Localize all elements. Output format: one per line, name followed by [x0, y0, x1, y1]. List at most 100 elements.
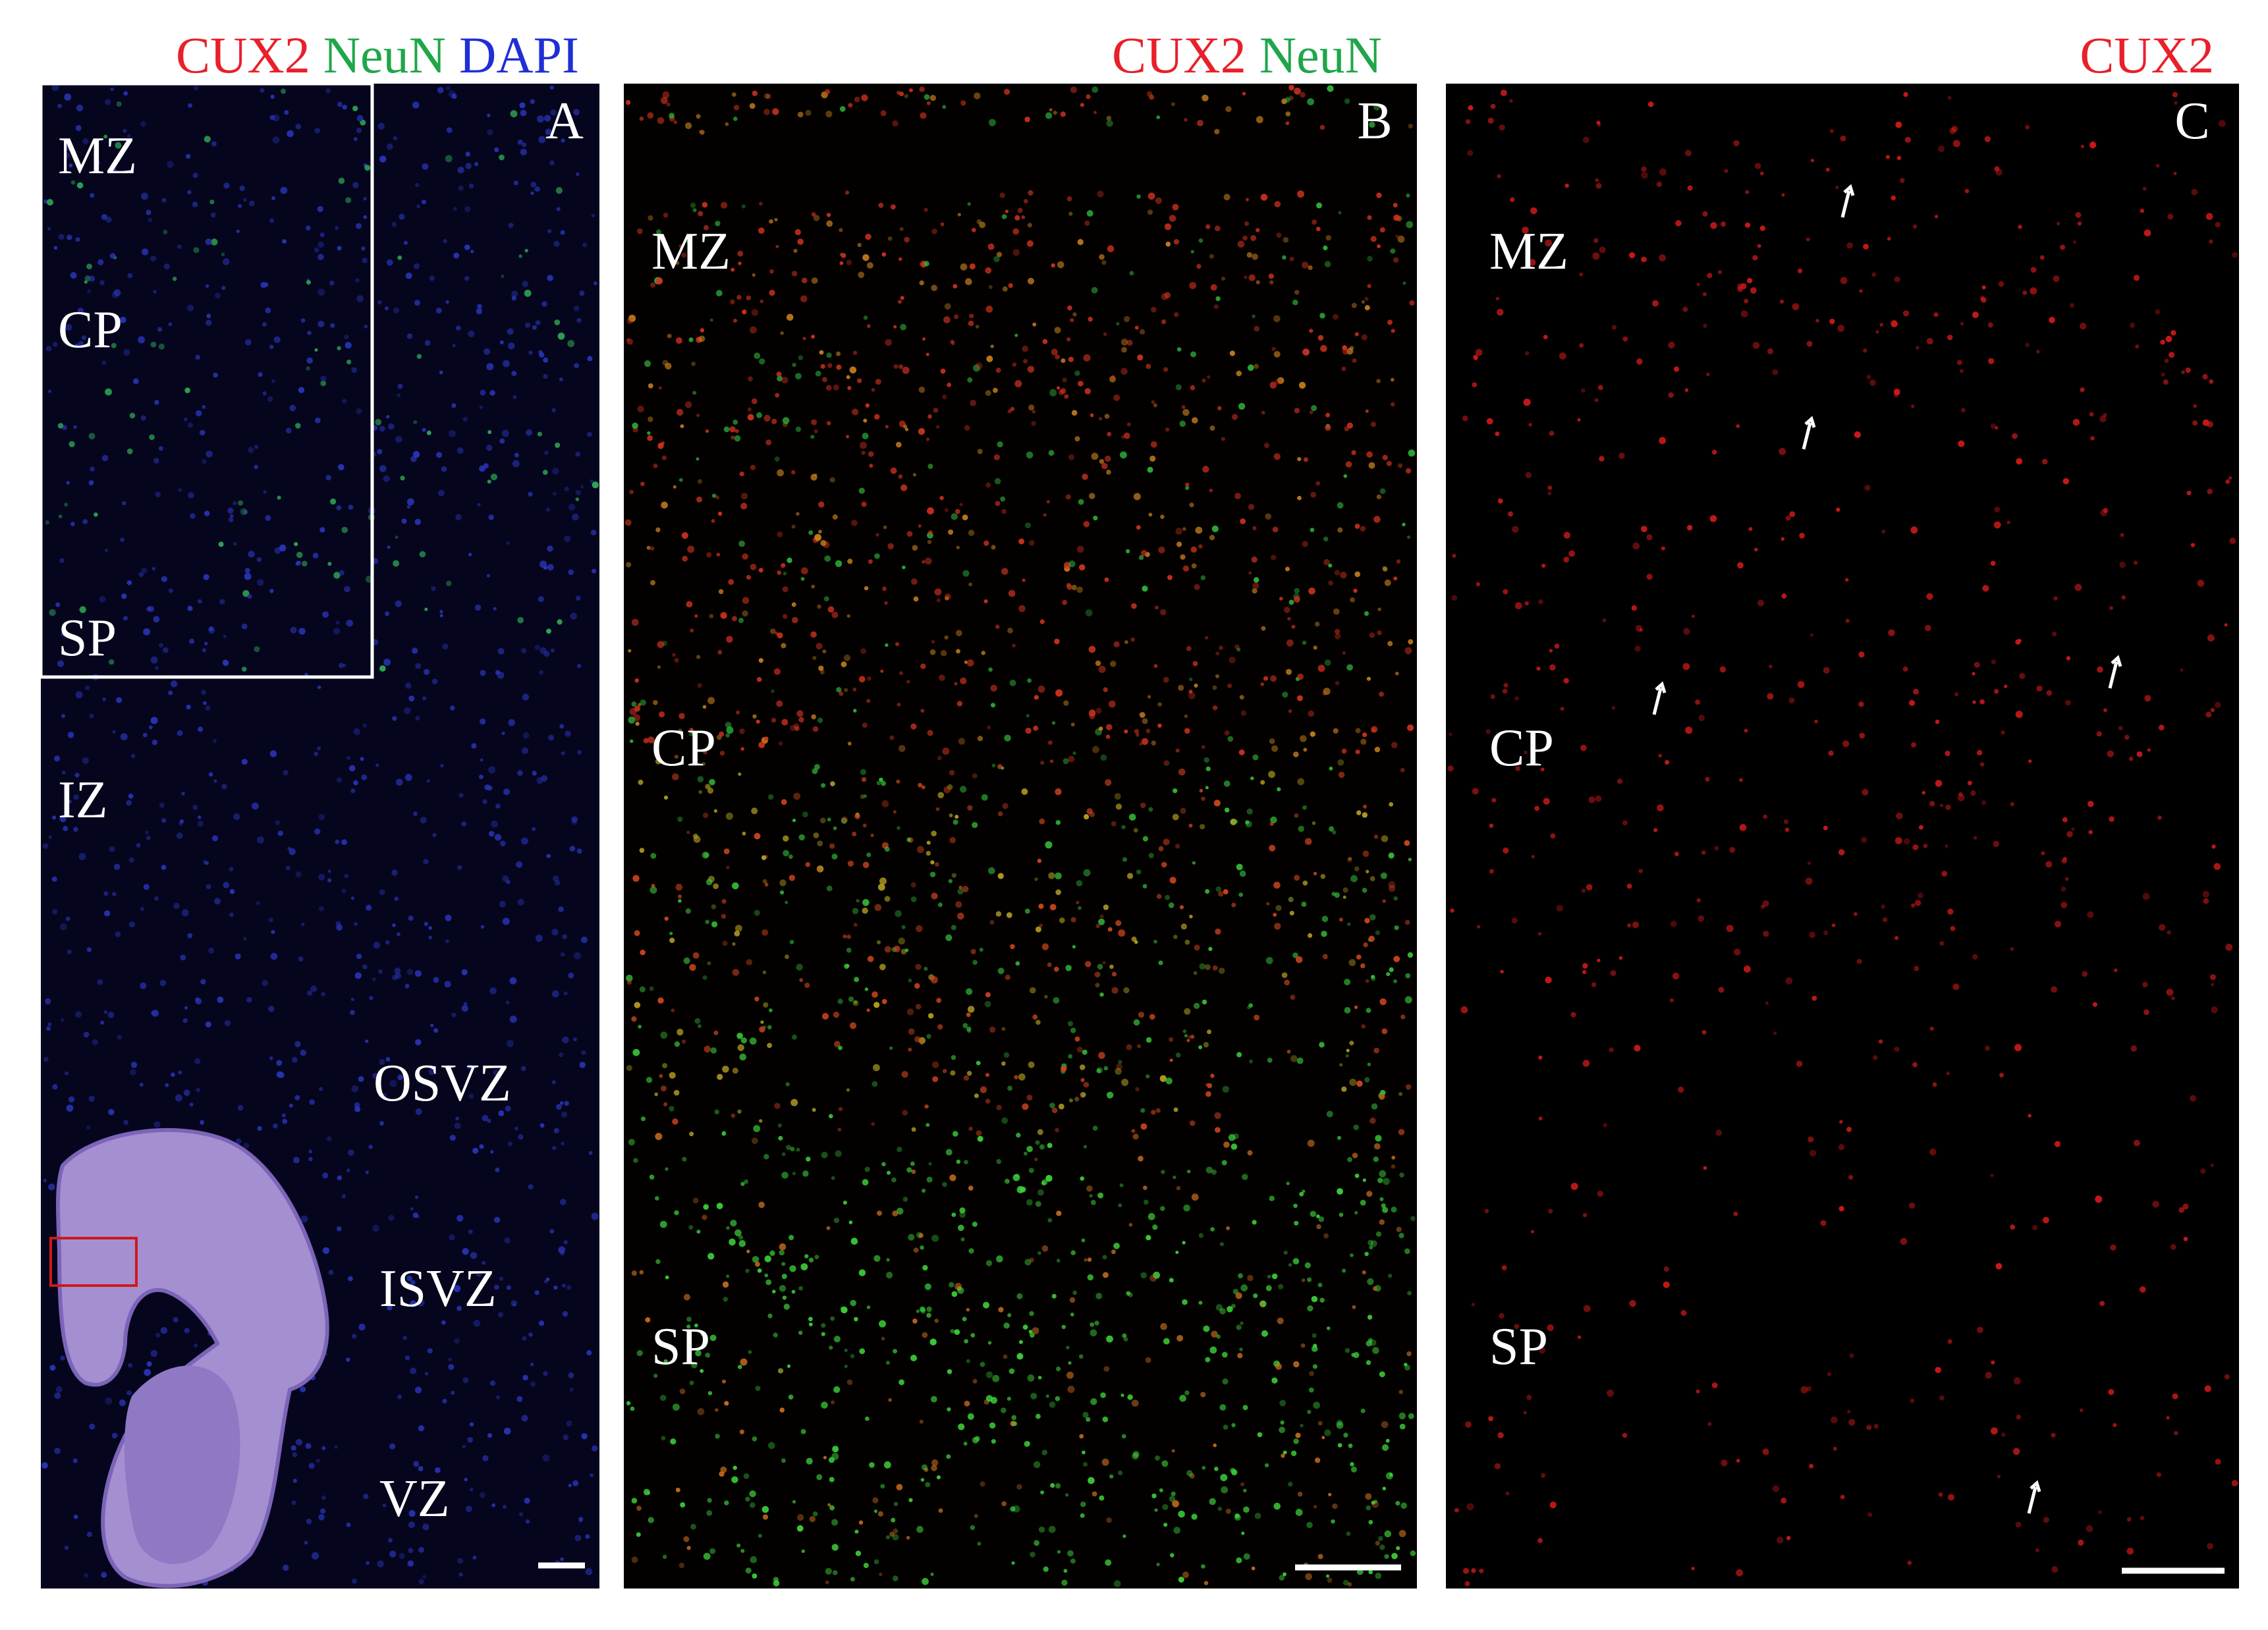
- cell: [468, 330, 475, 338]
- cell: [1243, 1488, 1247, 1493]
- cell: [572, 1480, 579, 1486]
- cell: [2219, 120, 2226, 127]
- cell: [2140, 1515, 2145, 1521]
- cell: [1912, 1062, 1918, 1068]
- cell: [1035, 926, 1041, 933]
- cell: [1404, 996, 1412, 1004]
- cell: [1923, 844, 1928, 848]
- cell: [1143, 1185, 1148, 1190]
- cell: [1974, 662, 1980, 668]
- stain-header: CUX2 NeuN: [1112, 26, 1382, 84]
- cell: [484, 784, 491, 790]
- cell: [187, 605, 193, 611]
- cell: [1024, 1259, 1032, 1266]
- cell: [325, 88, 331, 94]
- cell: [1577, 1335, 1582, 1340]
- cell: [520, 109, 527, 117]
- cell: [1696, 1389, 1700, 1394]
- cell: [316, 1459, 320, 1463]
- cell: [163, 229, 168, 234]
- cell: [954, 815, 959, 819]
- cell: [1172, 1500, 1179, 1508]
- cell: [1209, 254, 1214, 259]
- cell: [1785, 515, 1791, 521]
- cell: [528, 1332, 533, 1337]
- cell: [833, 826, 837, 830]
- cell: [713, 1030, 719, 1035]
- cell: [1074, 1036, 1080, 1042]
- cell: [711, 904, 717, 910]
- cell: [292, 1479, 297, 1483]
- cell: [954, 1329, 960, 1335]
- cell: [194, 1344, 198, 1347]
- cell: [814, 429, 818, 433]
- cell: [648, 215, 653, 221]
- cell: [949, 836, 956, 844]
- cell: [1040, 1490, 1044, 1495]
- cell: [949, 1282, 954, 1288]
- cell: [150, 1349, 157, 1357]
- cell: [1292, 1258, 1300, 1264]
- cell: [1945, 804, 1951, 810]
- cell: [940, 650, 947, 657]
- cell: [634, 930, 640, 937]
- cell: [1671, 921, 1677, 927]
- cell: [1070, 722, 1075, 726]
- cell: [1005, 1178, 1010, 1184]
- cell: [254, 646, 260, 653]
- cell: [423, 859, 429, 865]
- cell: [1250, 234, 1257, 241]
- cell: [1367, 1062, 1371, 1066]
- cell: [1341, 748, 1347, 754]
- cell: [997, 873, 1004, 879]
- cell: [1182, 409, 1190, 416]
- arrow: [1652, 681, 1667, 715]
- cell: [796, 1147, 800, 1152]
- cell: [1027, 366, 1035, 373]
- cell: [2012, 1448, 2020, 1455]
- cell: [1673, 366, 1680, 372]
- cell: [1537, 1538, 1543, 1544]
- cell: [1465, 119, 1471, 124]
- cell: [983, 1301, 989, 1309]
- cell: [1219, 1242, 1224, 1247]
- cell: [1113, 394, 1120, 401]
- cell: [958, 1224, 964, 1232]
- cell: [883, 1461, 891, 1469]
- cell: [1130, 637, 1136, 642]
- cell: [734, 429, 739, 433]
- cell: [1083, 354, 1091, 362]
- cell: [1243, 1506, 1250, 1513]
- cell: [573, 109, 580, 116]
- cell: [977, 448, 983, 454]
- cell: [577, 749, 582, 755]
- cell: [1381, 835, 1389, 842]
- cell: [1272, 526, 1279, 533]
- cell: [1064, 394, 1069, 399]
- cell: [1831, 1416, 1838, 1424]
- cell: [1193, 971, 1198, 975]
- cell: [880, 110, 887, 117]
- cell: [630, 1406, 635, 1411]
- cell: [1319, 124, 1325, 130]
- cell: [1115, 920, 1122, 927]
- cell: [571, 816, 578, 823]
- cell: [472, 1147, 479, 1154]
- cell: [810, 474, 817, 481]
- cell: [1632, 542, 1640, 550]
- cell: [1026, 240, 1034, 247]
- cell: [854, 1317, 858, 1322]
- cell: [385, 611, 390, 616]
- cell: [1603, 1123, 1608, 1127]
- cell: [476, 308, 483, 315]
- cell: [1124, 729, 1128, 734]
- cell: [1192, 417, 1198, 423]
- cell: [678, 899, 682, 903]
- cell: [1344, 98, 1350, 104]
- cell: [1122, 857, 1127, 862]
- cell: [415, 663, 422, 669]
- cell: [1136, 525, 1141, 530]
- cell: [582, 242, 588, 248]
- cell: [237, 1104, 244, 1111]
- cell: [67, 800, 72, 804]
